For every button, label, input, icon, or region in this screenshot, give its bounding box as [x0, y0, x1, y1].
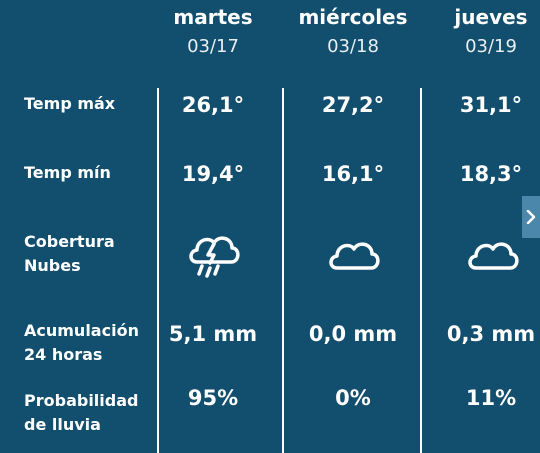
temp-min-value: 16,1° [321, 162, 385, 186]
row-label-acumulacion: Acumulación 24 horas [24, 319, 139, 367]
rain-probability-value: 11% [465, 386, 517, 410]
rain-probability-value: 0% [335, 386, 371, 410]
accumulation-value: 5,1 mm [168, 322, 258, 346]
row-label-probabilidad-line2: de lluvia [24, 415, 101, 434]
day-name-jueves: jueves [454, 5, 528, 29]
cloud-icon [323, 230, 383, 280]
row-label-cobertura: Cobertura Nubes [24, 230, 115, 278]
accumulation-value: 0,3 mm [446, 322, 536, 346]
next-days-button[interactable] [522, 196, 540, 238]
row-label-temp-max: Temp máx [24, 94, 116, 113]
temp-min-value: 19,4° [181, 162, 245, 186]
chevron-right-icon [526, 210, 536, 224]
column-divider [420, 88, 422, 453]
row-label-acumulacion-line1: Acumulación [24, 321, 139, 340]
day-name-miercoles: miércoles [298, 5, 408, 29]
row-label-cobertura-line1: Cobertura [24, 232, 115, 251]
row-label-probabilidad: Probabilidad de lluvia [24, 389, 138, 437]
row-label-acumulacion-line2: 24 horas [24, 345, 103, 364]
temp-max-value: 27,2° [321, 93, 385, 117]
storm-rain-icon [183, 230, 243, 280]
cloud-icon [462, 230, 522, 280]
temp-max-value: 31,1° [459, 93, 523, 117]
temp-max-value: 26,1° [181, 93, 245, 117]
rain-probability-value: 95% [187, 386, 239, 410]
row-label-probabilidad-line1: Probabilidad [24, 391, 139, 410]
column-divider [282, 88, 284, 453]
row-label-cobertura-line2: Nubes [24, 256, 81, 275]
day-date-jueves: 03/19 [465, 36, 517, 57]
day-name-martes: martes [173, 5, 253, 29]
day-date-martes: 03/17 [187, 36, 239, 57]
temp-min-value: 18,3° [459, 162, 523, 186]
accumulation-value: 0,0 mm [308, 322, 398, 346]
column-divider [157, 88, 159, 453]
day-date-miercoles: 03/18 [327, 36, 379, 57]
row-label-temp-min: Temp mín [24, 163, 111, 182]
